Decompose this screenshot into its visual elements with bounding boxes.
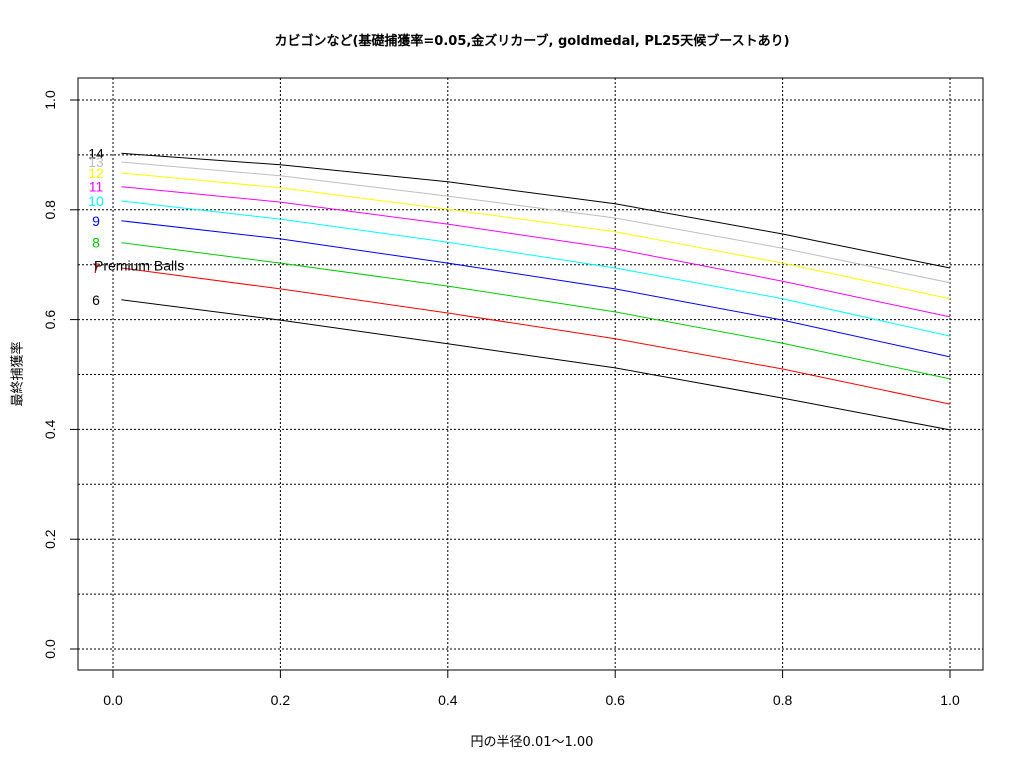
x-tick-label: 0.8 (773, 692, 793, 708)
curve-label-13: 13 (88, 154, 104, 170)
curve-14 (121, 152, 951, 269)
y-tick-label: 0.8 (42, 200, 58, 220)
curve-label-14: 14 (88, 145, 104, 161)
curve-label-8: 8 (92, 235, 100, 251)
x-tick-label: 0.2 (271, 692, 291, 708)
curve-7 (121, 267, 951, 405)
curve-label-12: 12 (88, 165, 104, 181)
curve-13 (121, 161, 951, 284)
axes: 0.0 0.2 0.4 0.6 0.8 1.0 0.0 0.2 0.4 0.6 0.8 1.0 (42, 90, 960, 708)
y-tick-label: 0.4 (42, 419, 58, 439)
y-tick-label: 0.6 (42, 310, 58, 330)
curve-10 (121, 200, 951, 337)
x-tick-label: 1.0 (940, 692, 960, 708)
curve-9 (121, 220, 951, 358)
y-tick-label: 0.0 (42, 639, 58, 659)
x-tick-label: 0.6 (605, 692, 625, 708)
premium-balls-annotation: Premium Balls (94, 257, 184, 273)
curves (121, 152, 951, 431)
curve-label-6: 6 (92, 292, 100, 308)
chart-title: カビゴンなど(基礎捕獲率=0.05,金ズリカーブ, goldmedal, PL2… (274, 34, 790, 49)
curve-label-11: 11 (89, 179, 104, 195)
x-tick-label: 0.0 (103, 692, 123, 708)
x-axis-label: 円の半径0.01～1.00 (470, 735, 594, 750)
y-tick-label: 0.2 (42, 529, 58, 549)
curve-11 (121, 186, 951, 318)
y-tick-label: 1.0 (42, 90, 58, 110)
curve-label-7: 7 (92, 260, 100, 276)
curve-8 (121, 242, 951, 380)
curve-12 (121, 172, 951, 300)
plot-frame (77, 77, 984, 671)
x-tick-label: 0.4 (438, 692, 458, 708)
curve-6 (121, 299, 951, 431)
curve-label-10: 10 (88, 193, 104, 209)
curve-label-9: 9 (92, 213, 100, 229)
grid-lines (78, 78, 983, 670)
